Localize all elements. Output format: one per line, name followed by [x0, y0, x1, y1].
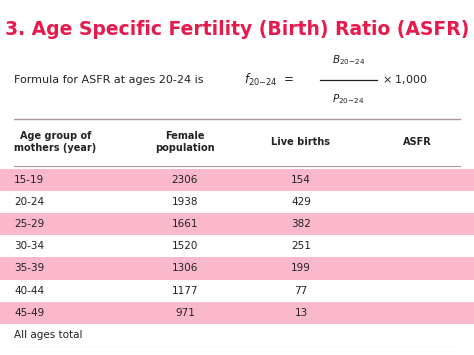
Text: $f_{20\mathsf{-}24}$  =: $f_{20\mathsf{-}24}$ = [244, 72, 294, 88]
Text: 35-39: 35-39 [14, 263, 45, 273]
Text: $P_{20\mathsf{-}24}$: $P_{20\mathsf{-}24}$ [332, 93, 365, 106]
Text: 971: 971 [175, 308, 195, 318]
Text: 40-44: 40-44 [14, 286, 45, 296]
Text: 1520: 1520 [172, 241, 198, 251]
Text: 15-19: 15-19 [14, 175, 45, 185]
Text: Formula for ASFR at ages 20-24 is: Formula for ASFR at ages 20-24 is [14, 75, 204, 85]
Text: 1661: 1661 [172, 219, 198, 229]
Text: 45-49: 45-49 [14, 308, 45, 318]
Text: $B_{20\mathsf{-}24}$: $B_{20\mathsf{-}24}$ [332, 54, 365, 67]
Text: $\times$ 1,000: $\times$ 1,000 [382, 73, 428, 86]
Text: 429: 429 [291, 197, 311, 207]
Text: 2306: 2306 [172, 175, 198, 185]
Text: 1306: 1306 [172, 263, 198, 273]
Text: 382: 382 [291, 219, 311, 229]
Text: 77: 77 [294, 286, 308, 296]
Text: 25-29: 25-29 [14, 219, 45, 229]
Text: 1177: 1177 [172, 286, 198, 296]
Text: Age group of
mothers (year): Age group of mothers (year) [14, 131, 97, 153]
Text: 199: 199 [291, 263, 311, 273]
Text: 13: 13 [294, 308, 308, 318]
Text: 154: 154 [291, 175, 311, 185]
Text: 3. Age Specific Fertility (Birth) Ratio (ASFR): 3. Age Specific Fertility (Birth) Ratio … [5, 20, 469, 39]
Text: All ages total: All ages total [14, 330, 83, 340]
Text: 1938: 1938 [172, 197, 198, 207]
Text: 251: 251 [291, 241, 311, 251]
Text: Female
population: Female population [155, 131, 215, 153]
Text: ASFR: ASFR [403, 137, 431, 147]
Text: Live births: Live births [272, 137, 330, 147]
Text: 20-24: 20-24 [14, 197, 45, 207]
Text: 30-34: 30-34 [14, 241, 45, 251]
